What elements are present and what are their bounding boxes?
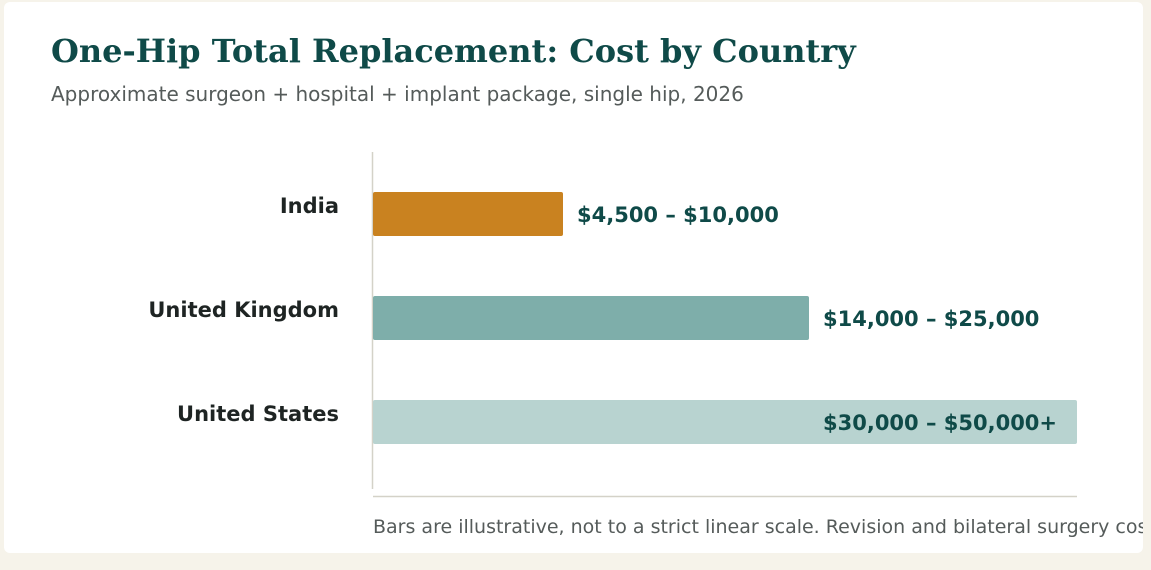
chart-subtitle: Approximate surgeon + hospital + implant… [51,82,744,106]
value-label: $30,000 – $50,000+ [823,411,1057,435]
bar [373,400,1077,444]
bar [373,192,563,236]
chart-title: One-Hip Total Replacement: Cost by Count… [51,32,856,70]
category-label: United Kingdom [148,298,339,322]
chart-card: One-Hip Total Replacement: Cost by Count… [4,2,1143,553]
category-label: United States [177,402,339,426]
bar-chart: India $4,500 – $10,000 United Kingdom $14,0… [148,152,1077,498]
value-label: $4,500 – $10,000 [577,203,779,227]
value-label: $14,000 – $25,000 [823,307,1039,331]
chart-footnote: Bars are illustrative, not to a strict l… [373,516,1143,538]
bar [373,296,809,340]
category-label: India [280,194,339,218]
